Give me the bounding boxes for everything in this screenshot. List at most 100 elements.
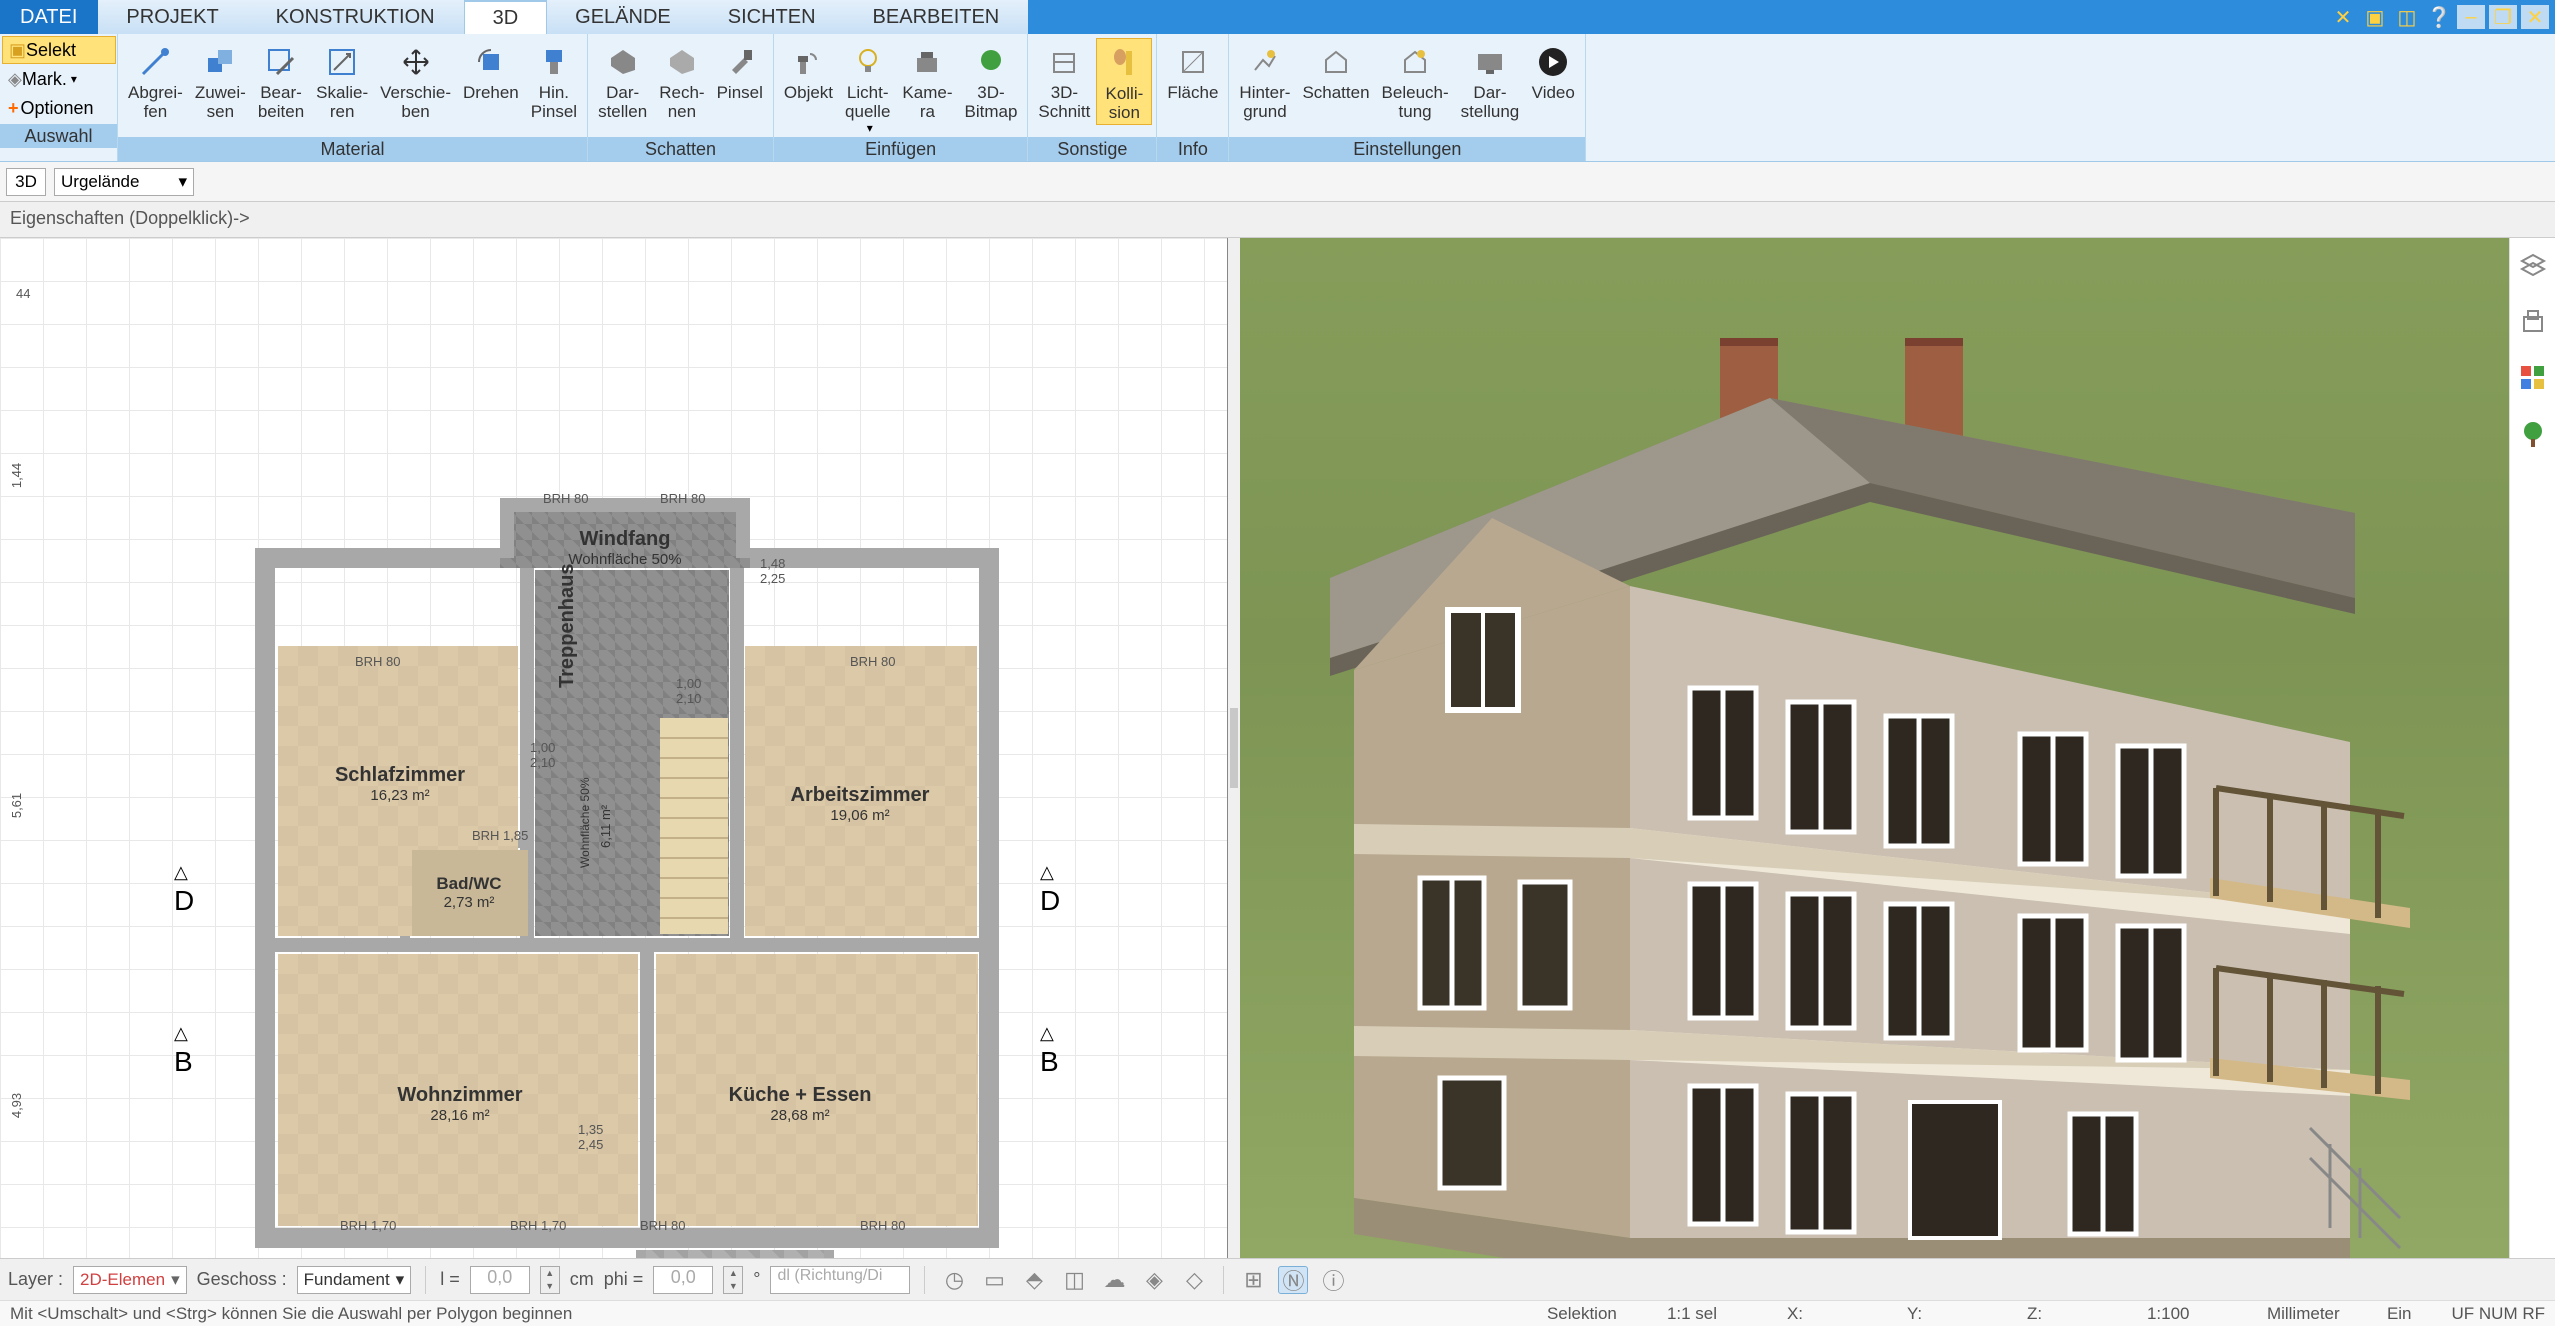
hinpinsel-button[interactable]: Hin. Pinsel	[525, 38, 583, 123]
layers-icon[interactable]	[2515, 248, 2551, 284]
brh-9: BRH 1,85	[472, 828, 528, 843]
bb-cloud-icon[interactable]: ☁	[1099, 1266, 1129, 1294]
schnitt-button[interactable]: 3D- Schnitt	[1032, 38, 1096, 123]
abgreifen-button[interactable]: Abgrei- fen	[122, 38, 189, 123]
dim-135: 1,35 2,45	[578, 1122, 603, 1152]
bb-north-icon[interactable]: Ⓝ	[1278, 1266, 1308, 1294]
darstellen-button[interactable]: Dar- stellen	[592, 38, 653, 123]
tool-icon-4[interactable]: ❔	[2425, 5, 2453, 29]
tool-icon-3[interactable]: ◫	[2393, 5, 2421, 29]
maximize-button[interactable]: ❐	[2489, 5, 2517, 29]
bb-geschoss-label: Geschoss :	[197, 1269, 287, 1290]
bb-box-icon[interactable]: ◫	[1059, 1266, 1089, 1294]
main-area: Windfang Wohnfläche 50% 2,43 m² 1,52 Sch…	[0, 238, 2555, 1258]
section-D-left: △D	[174, 853, 194, 917]
bb-layers2-icon[interactable]: ◈	[1139, 1266, 1169, 1294]
ribbon-label-schatten: Schatten	[588, 137, 773, 161]
status-sel: Selektion	[1547, 1304, 1627, 1324]
objekt-button[interactable]: Objekt	[778, 38, 839, 105]
windfang-wall-l	[500, 498, 514, 558]
dim-44: 44	[16, 286, 30, 301]
layer-dropdown[interactable]: Urgelände▾	[54, 168, 194, 196]
tree-icon[interactable]	[2515, 416, 2551, 452]
close-button[interactable]: ✕	[2521, 5, 2549, 29]
bb-info-icon[interactable]: ⓘ	[1318, 1266, 1348, 1294]
menu-bearbeiten[interactable]: BEARBEITEN	[845, 0, 1029, 34]
wall-mid-h	[255, 938, 999, 952]
tool-icon-1[interactable]: ✕	[2329, 5, 2357, 29]
flaeche-button[interactable]: Fläche	[1161, 38, 1224, 105]
status-unit: Millimeter	[2267, 1304, 2347, 1324]
verschieben-button[interactable]: Verschie- ben	[374, 38, 457, 123]
label-kueche: Küche + Essen28,68 m²	[700, 1084, 900, 1124]
bb-cm: cm	[570, 1269, 594, 1290]
tool-icon-2[interactable]: ▣	[2361, 5, 2389, 29]
beleuchtung-button[interactable]: Beleuch- tung	[1376, 38, 1455, 123]
ribbon-label-einfuegen: Einfügen	[774, 137, 1028, 161]
bb-l-input[interactable]: 0,0	[470, 1266, 530, 1294]
bb-layer-drop[interactable]: 2D-Elemen▾	[73, 1266, 187, 1294]
menu-gelaende[interactable]: GELÄNDE	[547, 0, 700, 34]
menubar: DATEI PROJEKT KONSTRUKTION 3D GELÄNDE SI…	[0, 0, 2555, 34]
ribbon-label-sonstige: Sonstige	[1028, 137, 1156, 161]
splitter[interactable]	[1228, 238, 1240, 1258]
bb-phi-spin[interactable]: ▲▼	[723, 1266, 743, 1294]
bb-dl-input[interactable]: dl (Richtung/Di	[770, 1266, 910, 1294]
view-2d[interactable]: Windfang Wohnfläche 50% 2,43 m² 1,52 Sch…	[0, 238, 1228, 1258]
rechnen-button[interactable]: Rech- nen	[653, 38, 710, 123]
menu-sichten[interactable]: SICHTEN	[700, 0, 845, 34]
brh-1: BRH 80	[355, 654, 401, 669]
zuweisen-button[interactable]: Zuwei- sen	[189, 38, 252, 123]
bb-geschoss-drop[interactable]: Fundament▾	[297, 1266, 412, 1294]
bb-grid-icon[interactable]: ⊞	[1238, 1266, 1268, 1294]
darstellung-button[interactable]: Dar- stellung	[1455, 38, 1526, 123]
status-x: X:	[1787, 1304, 1867, 1324]
palette-icon[interactable]	[2515, 360, 2551, 396]
status-hint: Mit <Umschalt> und <Strg> können Sie die…	[10, 1304, 572, 1324]
mark-button[interactable]: ◈Mark.▾	[2, 65, 116, 93]
label-treppenhaus: Treppenhaus	[556, 648, 579, 688]
ribbon-label-material: Material	[118, 137, 587, 161]
properties-bar[interactable]: Eigenschaften (Doppelklick)->	[0, 202, 2555, 238]
furniture-icon[interactable]	[2515, 304, 2551, 340]
menu-konstruktion[interactable]: KONSTRUKTION	[248, 0, 464, 34]
status-y: Y:	[1907, 1304, 1987, 1324]
menu-datei[interactable]: DATEI	[0, 0, 98, 34]
ribbon: ▣Selekt ◈Mark.▾ +Optionen Auswahl Abgrei…	[0, 34, 2555, 162]
view-3d[interactable]	[1240, 238, 2509, 1258]
titlebar-icons: ✕ ▣ ◫ ❔ ‒ ❐ ✕	[2323, 0, 2555, 34]
label-treppenhaus-sub: Wohnfläche 50%	[578, 828, 592, 868]
viewmode-box[interactable]: 3D	[6, 168, 46, 196]
pinsel-button[interactable]: Pinsel	[711, 38, 769, 105]
schatten2-button[interactable]: Schatten	[1296, 38, 1375, 105]
menu-3d[interactable]: 3D	[464, 0, 548, 34]
drehen-button[interactable]: Drehen	[457, 38, 525, 105]
bb-link-icon[interactable]: ⬘	[1019, 1266, 1049, 1294]
bb-clock-icon[interactable]: ◷	[939, 1266, 969, 1294]
bb-phi-label: phi =	[604, 1269, 644, 1290]
hintergrund-button[interactable]: Hinter- grund	[1233, 38, 1296, 123]
skalieren-button[interactable]: Skalie- ren	[310, 38, 374, 123]
section-B-left: △B	[174, 1014, 193, 1078]
house-3d	[1310, 318, 2430, 1258]
wall-right	[979, 548, 999, 1248]
menu-spacer	[1028, 0, 2323, 34]
bb-phi-input[interactable]: 0,0	[653, 1266, 713, 1294]
brh-2: BRH 80	[850, 654, 896, 669]
bb-screen-icon[interactable]: ▭	[979, 1266, 1009, 1294]
kamera-button[interactable]: Kame- ra	[896, 38, 958, 123]
video-button[interactable]: Video	[1525, 38, 1581, 105]
bb-l-spin[interactable]: ▲▼	[540, 1266, 560, 1294]
kollision-button[interactable]: Kolli- sion	[1096, 38, 1152, 125]
lichtquelle-button[interactable]: Licht- quelle▾	[839, 38, 896, 137]
menu-projekt[interactable]: PROJEKT	[98, 0, 247, 34]
bearbeiten-button[interactable]: Bear- beiten	[252, 38, 310, 123]
status-z: Z:	[2027, 1304, 2107, 1324]
selekt-button[interactable]: ▣Selekt	[2, 36, 116, 64]
windfang-wall-top	[500, 498, 750, 512]
minimize-button[interactable]: ‒	[2457, 5, 2485, 29]
optionen-button[interactable]: +Optionen	[2, 94, 116, 122]
bb-layers3-icon[interactable]: ◇	[1179, 1266, 1209, 1294]
bitmap-button[interactable]: 3D- Bitmap	[958, 38, 1023, 123]
brh-6: BRH 1,70	[510, 1218, 566, 1233]
